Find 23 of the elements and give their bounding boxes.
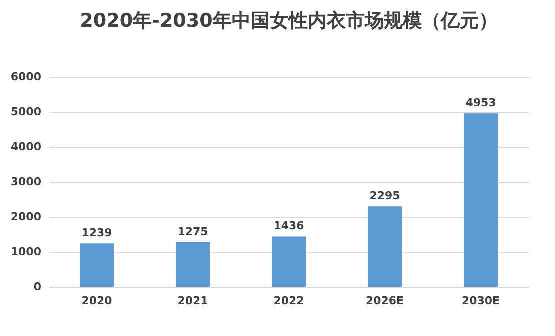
x-tick-label: 2022	[274, 294, 304, 308]
y-tick-label: 0	[34, 280, 42, 294]
y-tick-label: 3000	[10, 176, 42, 188]
data-label: 1239	[82, 226, 112, 240]
y-tick-label: 5000	[10, 106, 42, 118]
bar	[80, 244, 114, 287]
x-tick-label: 2021	[178, 294, 208, 308]
y-tick-label: 6000	[10, 70, 42, 84]
data-label: 1275	[178, 225, 208, 238]
bar	[368, 206, 402, 287]
x-tick-label: 2030E	[462, 294, 500, 308]
data-label: 1436	[274, 220, 305, 233]
bar	[272, 236, 306, 287]
bar	[464, 114, 498, 287]
y-tick-label: 2000	[10, 210, 42, 224]
data-label: 2295	[370, 190, 400, 203]
x-tick-label: 2026E	[366, 294, 404, 308]
y-tick-label: 1000	[10, 246, 42, 258]
y-tick-label: 4000	[10, 140, 42, 154]
data-label: 4953	[466, 96, 496, 110]
chart-title: 2020年-2030年中国女性内衣市场规模（亿元）	[80, 10, 498, 32]
x-tick-label: 2020	[82, 294, 113, 308]
bar	[176, 242, 210, 287]
